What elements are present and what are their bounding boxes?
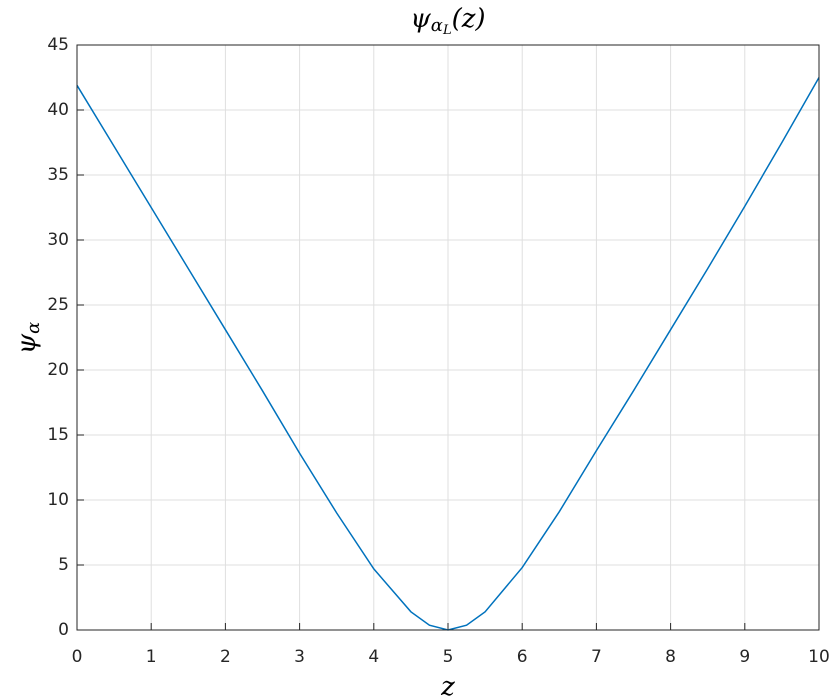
y-tick-label: 35 bbox=[47, 165, 69, 185]
chart-title: ψαL(z) bbox=[410, 4, 485, 38]
title-base: ψ bbox=[410, 4, 431, 34]
axes-box bbox=[76, 44, 820, 631]
x-tick-label: 0 bbox=[72, 647, 83, 667]
x-axis-label: z bbox=[440, 672, 455, 700]
y-tick-label: 30 bbox=[47, 230, 69, 250]
y-tick-label: 10 bbox=[47, 490, 69, 510]
x-tick-label: 7 bbox=[591, 647, 602, 667]
title-sub: α bbox=[431, 15, 443, 36]
y-label-base: ψ bbox=[12, 333, 42, 354]
x-tick-label: 8 bbox=[665, 647, 676, 667]
x-tick-label: 10 bbox=[808, 647, 830, 667]
title-subsub: L bbox=[442, 23, 452, 38]
y-axis-label: ψα bbox=[12, 322, 44, 355]
title-tail: (z) bbox=[452, 4, 486, 34]
x-tick-label: 9 bbox=[739, 647, 750, 667]
x-tick-label: 1 bbox=[146, 647, 157, 667]
x-tick-label: 3 bbox=[294, 647, 305, 667]
x-tick-label: 6 bbox=[517, 647, 528, 667]
x-tick-label: 5 bbox=[443, 647, 454, 667]
y-tick-label: 20 bbox=[47, 360, 69, 380]
y-tick-label: 45 bbox=[47, 35, 69, 55]
y-tick-label: 5 bbox=[58, 555, 69, 575]
y-tick-label: 25 bbox=[47, 295, 69, 315]
x-tick-label: 2 bbox=[220, 647, 231, 667]
y-label-sub: α bbox=[23, 322, 44, 334]
y-tick-label: 40 bbox=[47, 100, 69, 120]
x-tick-label: 4 bbox=[368, 647, 379, 667]
y-tick-label: 15 bbox=[47, 425, 69, 445]
y-tick-label: 0 bbox=[58, 620, 69, 640]
